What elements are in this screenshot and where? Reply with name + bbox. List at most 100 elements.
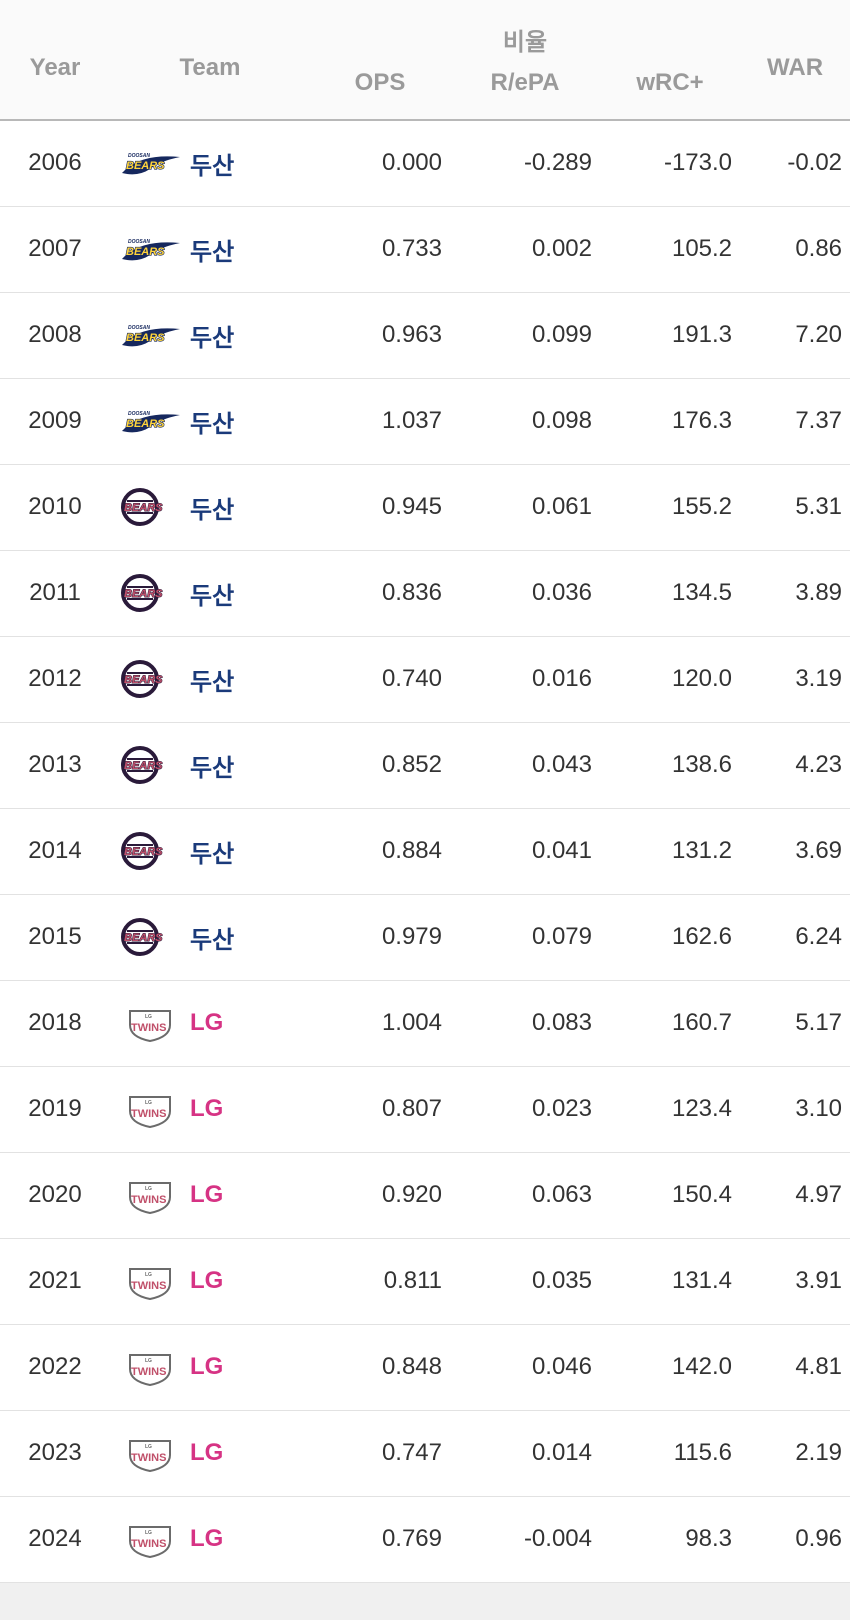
cell-war: 3.10 [740, 1066, 850, 1152]
cell-team: LG TWINS LG [110, 1324, 310, 1410]
cell-war: 7.20 [740, 292, 850, 378]
col-header-team[interactable]: Team [110, 0, 310, 120]
table-row[interactable]: 2009 DOOSAN BEARS 두산 1.037 0.098 176.3 7… [0, 378, 850, 464]
svg-text:TWINS: TWINS [131, 1280, 166, 1292]
table-row[interactable]: 2022 LG TWINS LG 0.848 0.046 142.0 4.81 [0, 1324, 850, 1410]
cell-repa: -0.004 [450, 1496, 600, 1582]
bears-old-logo-icon: DOOSAN BEARS [120, 229, 182, 269]
cell-year: 2018 [0, 980, 110, 1066]
cell-year: 2011 [0, 550, 110, 636]
team-name-label: LG [190, 1267, 223, 1295]
table-body: 2006 DOOSAN BEARS 두산 0.000 -0.289 -173.0… [0, 120, 850, 1582]
bears-new-logo-icon: BEARS [120, 831, 182, 871]
cell-year: 2020 [0, 1152, 110, 1238]
table-row[interactable]: 2007 DOOSAN BEARS 두산 0.733 0.002 105.2 0… [0, 206, 850, 292]
cell-team: BEARS 두산 [110, 722, 310, 808]
cell-year: 2022 [0, 1324, 110, 1410]
table-row[interactable]: 2023 LG TWINS LG 0.747 0.014 115.6 2.19 [0, 1410, 850, 1496]
cell-ops: 0.807 [310, 1066, 450, 1152]
cell-repa: 0.014 [450, 1410, 600, 1496]
cell-team: BEARS 두산 [110, 894, 310, 980]
cell-wrc: 98.3 [600, 1496, 740, 1582]
team-name-label: 두산 [190, 404, 234, 439]
table-row[interactable]: 2024 LG TWINS LG 0.769 -0.004 98.3 0.96 [0, 1496, 850, 1582]
cell-ops: 0.848 [310, 1324, 450, 1410]
twins-logo-icon: LG TWINS [120, 1433, 182, 1473]
table-row[interactable]: 2015 BEARS 두산 0.979 0.079 162.6 6.24 [0, 894, 850, 980]
svg-text:DOOSAN: DOOSAN [128, 325, 150, 331]
col-header-wrc[interactable]: wRC+ [600, 63, 740, 120]
table-row[interactable]: 2019 LG TWINS LG 0.807 0.023 123.4 3.10 [0, 1066, 850, 1152]
cell-wrc: 105.2 [600, 206, 740, 292]
cell-repa: 0.035 [450, 1238, 600, 1324]
cell-wrc: 134.5 [600, 550, 740, 636]
cell-team: DOOSAN BEARS 두산 [110, 206, 310, 292]
cell-ops: 0.852 [310, 722, 450, 808]
cell-repa: 0.043 [450, 722, 600, 808]
cell-ops: 0.000 [310, 120, 450, 206]
twins-logo-icon: LG TWINS [120, 1261, 182, 1301]
svg-text:LG: LG [145, 1444, 152, 1450]
cell-year: 2012 [0, 636, 110, 722]
cell-wrc: 150.4 [600, 1152, 740, 1238]
cell-ops: 0.733 [310, 206, 450, 292]
cell-year: 2014 [0, 808, 110, 894]
col-header-year[interactable]: Year [0, 0, 110, 120]
svg-text:TWINS: TWINS [131, 1022, 166, 1034]
cell-repa: 0.041 [450, 808, 600, 894]
cell-team: LG TWINS LG [110, 1496, 310, 1582]
cell-ops: 0.747 [310, 1410, 450, 1496]
cell-repa: 0.063 [450, 1152, 600, 1238]
cell-wrc: 162.6 [600, 894, 740, 980]
team-name-label: LG [190, 1353, 223, 1381]
cell-war: 4.23 [740, 722, 850, 808]
twins-logo-icon: LG TWINS [120, 1519, 182, 1559]
cell-war: 4.81 [740, 1324, 850, 1410]
table-row[interactable]: 2010 BEARS 두산 0.945 0.061 155.2 5.31 [0, 464, 850, 550]
cell-war: 3.19 [740, 636, 850, 722]
cell-wrc: 191.3 [600, 292, 740, 378]
cell-repa: 0.079 [450, 894, 600, 980]
col-header-repa[interactable]: R/ePA [450, 63, 600, 120]
cell-wrc: 131.4 [600, 1238, 740, 1324]
svg-text:BEARS: BEARS [124, 588, 163, 600]
svg-text:LG: LG [145, 1100, 152, 1106]
bears-new-logo-icon: BEARS [120, 487, 182, 527]
cell-year: 2007 [0, 206, 110, 292]
table-row[interactable]: 2012 BEARS 두산 0.740 0.016 120.0 3.19 [0, 636, 850, 722]
table-row[interactable]: 2020 LG TWINS LG 0.920 0.063 150.4 4.97 [0, 1152, 850, 1238]
cell-team: BEARS 두산 [110, 464, 310, 550]
cell-wrc: 155.2 [600, 464, 740, 550]
cell-ops: 1.037 [310, 378, 450, 464]
cell-ops: 0.920 [310, 1152, 450, 1238]
bears-old-logo-icon: DOOSAN BEARS [120, 143, 182, 183]
col-header-ratio: 비율 [310, 0, 740, 63]
cell-team: LG TWINS LG [110, 1066, 310, 1152]
team-name-label: 두산 [190, 834, 234, 869]
cell-repa: 0.099 [450, 292, 600, 378]
cell-team: LG TWINS LG [110, 980, 310, 1066]
table-row[interactable]: 2011 BEARS 두산 0.836 0.036 134.5 3.89 [0, 550, 850, 636]
svg-text:LG: LG [145, 1014, 152, 1020]
cell-team: LG TWINS LG [110, 1238, 310, 1324]
col-header-ops[interactable]: OPS [310, 63, 450, 120]
cell-team: DOOSAN BEARS 두산 [110, 378, 310, 464]
table-row[interactable]: 2008 DOOSAN BEARS 두산 0.963 0.099 191.3 7… [0, 292, 850, 378]
col-header-war[interactable]: WAR [740, 0, 850, 120]
svg-text:TWINS: TWINS [131, 1366, 166, 1378]
team-name-label: 두산 [190, 662, 234, 697]
table-row[interactable]: 2013 BEARS 두산 0.852 0.043 138.6 4.23 [0, 722, 850, 808]
table-row[interactable]: 2014 BEARS 두산 0.884 0.041 131.2 3.69 [0, 808, 850, 894]
svg-text:BEARS: BEARS [124, 846, 163, 858]
svg-text:BEARS: BEARS [124, 502, 163, 514]
table-row[interactable]: 2021 LG TWINS LG 0.811 0.035 131.4 3.91 [0, 1238, 850, 1324]
table-row[interactable]: 2018 LG TWINS LG 1.004 0.083 160.7 5.17 [0, 980, 850, 1066]
cell-war: 5.31 [740, 464, 850, 550]
table-row[interactable]: 2006 DOOSAN BEARS 두산 0.000 -0.289 -173.0… [0, 120, 850, 206]
cell-ops: 1.004 [310, 980, 450, 1066]
team-name-label: 두산 [190, 920, 234, 955]
cell-war: 5.17 [740, 980, 850, 1066]
cell-wrc: 120.0 [600, 636, 740, 722]
cell-war: 7.37 [740, 378, 850, 464]
svg-text:DOOSAN: DOOSAN [128, 153, 150, 159]
